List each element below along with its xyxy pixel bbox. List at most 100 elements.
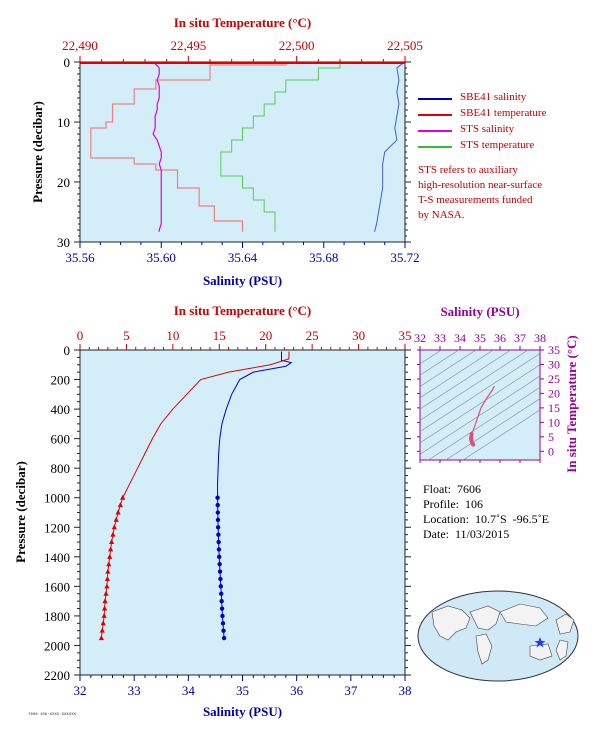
ts-salinity-axis-title: Salinity (PSU) [440, 304, 519, 319]
density-contour [420, 350, 512, 410]
bottom-salinity-tick-label: 37 [344, 683, 358, 698]
salinity-marker [219, 606, 225, 611]
salinity-marker [221, 628, 226, 633]
legend-line [418, 98, 452, 100]
sbe41-salinity-line [374, 62, 404, 232]
bottom-salinity-tick-label: 34 [182, 683, 196, 698]
density-contour [427, 387, 540, 460]
salinity-marker [218, 576, 223, 582]
temperature-marker [99, 627, 105, 633]
bottom-temperature-tick-label: 25 [306, 328, 319, 343]
salinity-marker [216, 547, 222, 552]
salinity-marker [217, 562, 222, 567]
map-landmass [499, 603, 549, 627]
temperature-marker [108, 539, 115, 545]
legend-line [418, 146, 452, 148]
ts-temperature-tick-label: 35 [548, 343, 560, 357]
ts-salinity-tick-label: 33 [434, 331, 446, 345]
temperature-marker [104, 575, 110, 581]
top-temperature-axis-title: In situ Temperature (°C) [174, 15, 312, 30]
sts-note-line: high-resolution near-surface [418, 179, 543, 191]
density-contour [420, 350, 460, 376]
ts-point [471, 442, 476, 447]
temperature-marker [107, 553, 113, 559]
bottom-salinity-tick-label: 33 [128, 683, 141, 698]
salinity-marker [216, 532, 221, 537]
salinity-marker [215, 525, 221, 530]
bottom-temperature-tick-label: 0 [77, 328, 84, 343]
top-salinity-axis-title: Salinity (PSU) [203, 273, 282, 288]
top-pressure-tick-label: 10 [57, 115, 70, 130]
temperature-marker [103, 590, 109, 596]
top-plot-area [79, 61, 406, 243]
world-map [417, 590, 579, 682]
salinity-marker [217, 554, 222, 560]
bottom-pressure-tick-label: 1200 [44, 520, 70, 535]
ts-temperature-tick-label: 0 [548, 444, 554, 458]
top-salinity-tick-label: 35.72 [390, 250, 419, 265]
temperature-marker [101, 612, 107, 618]
sts-note-line: STS refers to auxiliary [418, 164, 518, 176]
top-salinity-tick-label: 35.60 [147, 250, 176, 265]
bottom-pressure-tick-label: 200 [51, 373, 71, 388]
temperature-marker [113, 516, 119, 522]
bottom-pressure-tick-label: 1000 [44, 491, 70, 506]
bottom-pressure-tick-label: 600 [51, 432, 71, 447]
ts-temperature-tick-label: 5 [548, 430, 554, 444]
sts-salinity-line [152, 63, 162, 232]
footer-code: 7606·106·XXXX·XXXXXX [28, 713, 77, 717]
salinity-marker [221, 635, 227, 641]
temperature-marker [111, 524, 117, 530]
salinity-marker [218, 584, 224, 589]
temperature-marker [102, 598, 108, 604]
salinity-marker [220, 621, 226, 626]
bottom-pressure-tick-label: 1600 [44, 579, 70, 594]
date: Date: 11/03/2015 [423, 527, 510, 541]
ts-salinity-tick-label: 36 [494, 331, 506, 345]
bottom-pressure-tick-label: 800 [51, 461, 71, 476]
density-contour [420, 350, 529, 421]
temperature-marker [108, 546, 114, 552]
sts-note-line: by NASA. [418, 209, 465, 221]
salinity-marker [215, 495, 220, 500]
bottom-pressure-tick-label: 0 [64, 343, 71, 358]
salinity-marker [216, 539, 221, 545]
top-temperature-tick-label: 22,505 [387, 38, 423, 53]
density-contour [420, 364, 540, 444]
salinity-marker [215, 510, 221, 515]
bottom-temperature-tick-label: 35 [399, 328, 412, 343]
sts-temperature-line [220, 62, 405, 232]
salinity-marker [215, 517, 221, 523]
density-contour [420, 375, 540, 455]
bottom-pressure-tick-label: 1400 [44, 550, 70, 565]
sts-note-line: T-S measurements funded [418, 194, 533, 206]
bottom-temperature-tick-label: 15 [213, 328, 226, 343]
temperature-profile-line [100, 351, 290, 639]
bottom-temperature-tick-label: 30 [352, 328, 365, 343]
salinity-marker [219, 598, 224, 604]
float-location-marker [534, 637, 546, 648]
bottom-salinity-tick-label: 35 [236, 683, 249, 698]
bottom-pressure-tick-label: 400 [51, 402, 71, 417]
ts-salinity-tick-label: 37 [514, 331, 526, 345]
density-contour [420, 350, 494, 399]
temperature-marker [98, 635, 104, 641]
bottom-plot-area [79, 349, 406, 676]
top-salinity-tick-label: 35.64 [228, 250, 258, 265]
temperature-marker [120, 494, 126, 500]
density-contour [420, 350, 477, 387]
ts-salinity-tick-label: 38 [534, 331, 546, 345]
temperature-marker [115, 509, 121, 515]
ts-salinity-tick-label: 32 [414, 331, 426, 345]
legend-line [418, 130, 452, 132]
temperature-marker [102, 605, 108, 611]
sbe41-temperature-line [90, 62, 405, 232]
bottom-temperature-tick-label: 5 [123, 328, 130, 343]
ts-plot-area [419, 349, 541, 461]
legend-label: SBE41 temperature [460, 107, 547, 119]
top-salinity-tick-label: 35.68 [309, 250, 338, 265]
bottom-salinity-tick-label: 36 [290, 683, 304, 698]
legend: SBE41 salinity SBE41 temperature STS sal… [418, 91, 578, 153]
map-landmass [529, 643, 553, 661]
